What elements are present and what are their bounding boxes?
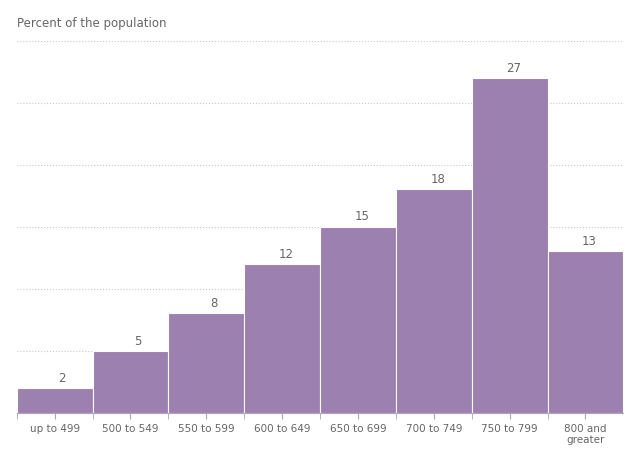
Text: 15: 15 [355, 211, 369, 224]
Bar [472, 78, 547, 413]
Bar [547, 251, 623, 413]
Text: 27: 27 [506, 61, 521, 75]
Bar [396, 189, 472, 413]
Text: 12: 12 [278, 248, 294, 261]
Text: 18: 18 [430, 173, 445, 186]
Bar [320, 226, 396, 413]
Text: 13: 13 [582, 235, 596, 248]
Text: 2: 2 [58, 372, 66, 385]
Text: Percent of the population: Percent of the population [17, 17, 166, 30]
Bar [93, 351, 168, 413]
Bar [244, 264, 320, 413]
Bar [168, 313, 244, 413]
Text: 8: 8 [211, 298, 218, 310]
Bar [17, 388, 93, 413]
Text: 5: 5 [134, 334, 142, 347]
